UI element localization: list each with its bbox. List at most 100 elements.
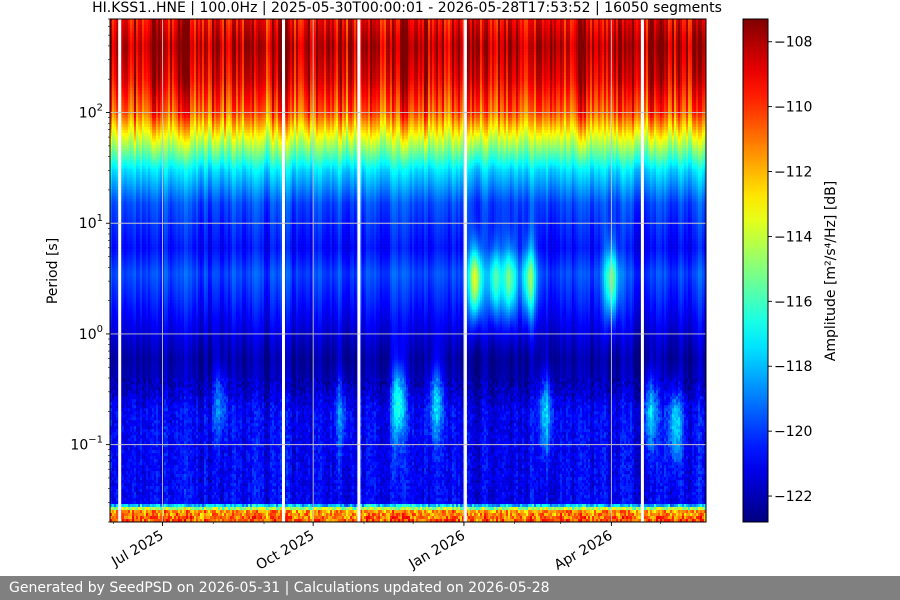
- heatmap-cell: [124, 133, 126, 136]
- heatmap-cell: [114, 157, 116, 160]
- heatmap-cell: [122, 97, 124, 100]
- heatmap-cell: [112, 426, 114, 429]
- heatmap-cell: [112, 306, 114, 309]
- heatmap-cell: [114, 312, 116, 315]
- heatmap-cell: [112, 435, 114, 438]
- heatmap-cell: [122, 312, 124, 315]
- heatmap-cell: [112, 474, 114, 477]
- heatmap-cell: [112, 399, 114, 402]
- heatmap-cell: [122, 285, 124, 288]
- heatmap-cell: [116, 115, 118, 118]
- heatmap-cell: [112, 61, 114, 64]
- heatmap-cell: [114, 321, 116, 324]
- heatmap-cell: [114, 339, 116, 342]
- heatmap-cell: [122, 106, 124, 109]
- heatmap-cell: [114, 417, 116, 420]
- heatmap-cell: [114, 498, 116, 501]
- heatmap-cell: [116, 145, 118, 148]
- heatmap-cell: [116, 285, 118, 288]
- heatmap-cell: [122, 417, 124, 420]
- heatmap-cell: [122, 64, 124, 67]
- heatmap-cell: [124, 49, 126, 52]
- heatmap-cell: [112, 321, 114, 324]
- heatmap-cell: [122, 55, 124, 58]
- heatmap-cell: [116, 190, 118, 193]
- heatmap-cell: [112, 423, 114, 426]
- heatmap-cell: [112, 279, 114, 282]
- heatmap-cell: [112, 37, 114, 40]
- heatmap-cell: [122, 387, 124, 390]
- heatmap-cell: [122, 25, 124, 28]
- heatmap-cell: [112, 130, 114, 133]
- heatmap-cell: [112, 513, 114, 516]
- heatmap-cell: [114, 94, 116, 97]
- heatmap-cell: [116, 64, 118, 67]
- heatmap-cell: [124, 73, 126, 76]
- heatmap-cell: [112, 58, 114, 61]
- heatmap-cell: [114, 34, 116, 37]
- heatmap-cell: [116, 148, 118, 151]
- heatmap-cell: [114, 130, 116, 133]
- heatmap-cell: [122, 229, 124, 232]
- heatmap-cell: [114, 97, 116, 100]
- heatmap-cell: [124, 118, 126, 121]
- heatmap-cell: [122, 309, 124, 312]
- heatmap-cell: [114, 345, 116, 348]
- heatmap-cell: [116, 279, 118, 282]
- heatmap-cell: [122, 208, 124, 211]
- heatmap-cell: [114, 330, 116, 333]
- heatmap-cell: [114, 480, 116, 483]
- heatmap-cell: [114, 250, 116, 253]
- heatmap-cell: [116, 432, 118, 435]
- heatmap-cell: [112, 76, 114, 79]
- heatmap-cell: [112, 70, 114, 73]
- heatmap-cell: [114, 40, 116, 43]
- heatmap-cell: [114, 256, 116, 259]
- heatmap-cell: [122, 157, 124, 160]
- heatmap-cell: [116, 133, 118, 136]
- heatmap-cell: [116, 363, 118, 366]
- heatmap-cell: [112, 432, 114, 435]
- heatmap-cell: [112, 447, 114, 450]
- heatmap-cell: [116, 139, 118, 142]
- heatmap-cell: [122, 94, 124, 97]
- plot-area: [110, 19, 706, 522]
- heatmap-cell: [116, 52, 118, 55]
- heatmap-cell: [122, 426, 124, 429]
- heatmap-cell: [116, 450, 118, 453]
- heatmap-cell: [114, 46, 116, 49]
- heatmap-cell: [114, 118, 116, 121]
- heatmap-cell: [114, 285, 116, 288]
- heatmap-cell: [114, 88, 116, 91]
- heatmap-cell: [122, 79, 124, 82]
- heatmap-cell: [114, 58, 116, 61]
- heatmap-cell: [114, 303, 116, 306]
- heatmap-cell: [114, 70, 116, 73]
- heatmap-cell: [114, 91, 116, 94]
- heatmap-cell: [114, 115, 116, 118]
- heatmap-cell: [122, 214, 124, 217]
- heatmap-cell: [124, 142, 126, 145]
- heatmap-cell: [114, 369, 116, 372]
- heatmap-cell: [122, 345, 124, 348]
- heatmap-cell: [122, 160, 124, 163]
- heatmap-cell: [116, 342, 118, 345]
- heatmap-cell: [122, 447, 124, 450]
- heatmap-cell: [114, 393, 116, 396]
- heatmap-cell: [116, 157, 118, 160]
- heatmap-cell: [112, 327, 114, 330]
- heatmap-cell: [114, 232, 116, 235]
- heatmap-cell: [112, 271, 114, 274]
- heatmap-cell: [112, 166, 114, 169]
- heatmap-cell: [122, 169, 124, 172]
- heatmap-cell: [122, 399, 124, 402]
- heatmap-cell: [114, 67, 116, 70]
- heatmap-cell: [114, 402, 116, 405]
- heatmap-cell: [112, 501, 114, 504]
- heatmap-cell: [116, 259, 118, 262]
- heatmap-cell: [114, 103, 116, 106]
- heatmap-cell: [116, 61, 118, 64]
- heatmap-cell: [122, 468, 124, 471]
- heatmap-cell: [114, 387, 116, 390]
- heatmap-cell: [112, 52, 114, 55]
